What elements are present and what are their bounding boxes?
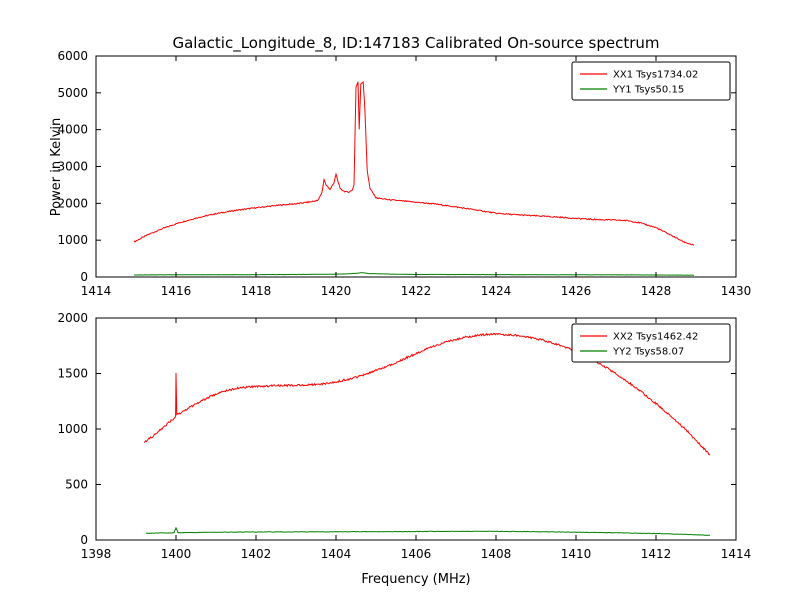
y-tick-label: 500 — [65, 478, 88, 492]
series-line-xx1-tsys1734-02 — [133, 80, 695, 246]
y-tick-label: 1000 — [57, 233, 88, 247]
x-tick-label: 1412 — [641, 547, 672, 561]
x-tick-label: 1416 — [161, 284, 192, 298]
y-tick-label: 1500 — [57, 367, 88, 381]
legend-box — [571, 323, 731, 363]
x-tick-label: 1418 — [241, 284, 272, 298]
legend-label: YY2 Tsys58.07 — [612, 347, 684, 358]
y-tick-label: 3000 — [57, 160, 88, 174]
y-tick-label: 1000 — [57, 422, 88, 436]
y-tick-label: 2000 — [57, 311, 88, 325]
x-tick-label: 1420 — [321, 284, 352, 298]
x-tick-label: 1414 — [81, 284, 112, 298]
y-axis-label: Power in Kelvin — [49, 118, 64, 216]
x-tick-label: 1426 — [561, 284, 592, 298]
x-tick-label: 1428 — [641, 284, 672, 298]
series-line-xx2-tsys1462-42 — [143, 332, 711, 456]
subplot-bottom: 1398 1400 1402 1404 1406 1408 1410 1412 1414 0 500… — [57, 311, 751, 561]
x-tick-label: 1398 — [81, 547, 112, 561]
x-axis-label: Frequency (MHz) — [361, 572, 470, 587]
y-tick-label: 4000 — [57, 123, 88, 137]
x-tick-label: 1402 — [241, 547, 272, 561]
y-tick-label: 0 — [80, 533, 88, 547]
x-tick-label: 1404 — [321, 547, 352, 561]
subplot-top: 1414 1416 1418 1420 1422 1424 1426 1428 1430 0 100… — [57, 49, 751, 298]
x-tick-label: 1400 — [161, 547, 192, 561]
legend-box — [571, 61, 731, 101]
x-tick-label: 1414 — [721, 547, 752, 561]
x-tick-label: 1430 — [721, 284, 752, 298]
series-line-yy2-tsys58-07 — [145, 526, 711, 536]
x-tick-label: 1424 — [481, 284, 512, 298]
chart-title: Galactic_Longitude_8, ID:147183 Calibrat… — [172, 34, 659, 53]
legend-label: XX1 Tsys1734.02 — [613, 70, 698, 81]
series-line-yy1-tsys50-15 — [134, 272, 694, 276]
y-tick-label: 0 — [80, 270, 88, 284]
legend-label: YY1 Tsys50.15 — [612, 85, 684, 96]
x-tick-label: 1406 — [401, 547, 432, 561]
x-tick-label: 1422 — [401, 284, 432, 298]
legend-label: XX2 Tsys1462.42 — [613, 332, 698, 343]
y-tick-label: 5000 — [57, 86, 88, 100]
y-tick-label: 2000 — [57, 196, 88, 210]
x-tick-label: 1410 — [561, 547, 592, 561]
y-tick-label: 6000 — [57, 49, 88, 63]
x-tick-label: 1408 — [481, 547, 512, 561]
